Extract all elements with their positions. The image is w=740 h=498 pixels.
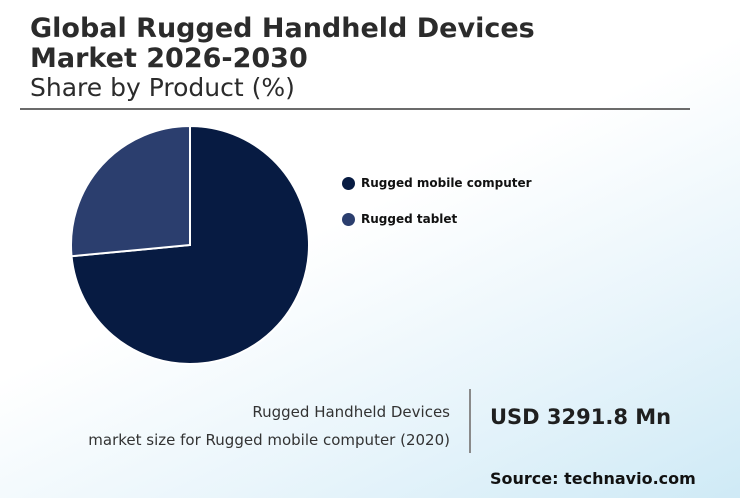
legend-swatch: [342, 176, 355, 190]
legend-swatch: [342, 212, 355, 226]
title-divider: [20, 108, 690, 110]
legend-label: Rugged mobile computer: [361, 176, 532, 190]
caption-line-1: Rugged Handheld Devices: [252, 403, 450, 421]
legend: Rugged mobile computer Rugged tablet: [342, 175, 532, 247]
legend-item-rugged-tablet: Rugged tablet: [342, 211, 532, 227]
chart-subtitle: Share by Product (%): [30, 73, 295, 102]
market-size-value: USD 3291.8 Mn: [490, 405, 672, 429]
source-credit: Source: technavio.com: [490, 469, 696, 488]
chart-title: Global Rugged Handheld Devices Market 20…: [30, 14, 535, 74]
caption-line-2: market size for Rugged mobile computer (…: [88, 431, 450, 449]
market-size-caption: Rugged Handheld Devices market size for …: [88, 398, 450, 454]
pie-slice-rugged-tablet: [70, 124, 191, 258]
legend-item-rugged-mobile-computer: Rugged mobile computer: [342, 175, 532, 191]
legend-label: Rugged tablet: [361, 212, 458, 226]
title-line-2: Market 2026-2030: [30, 43, 308, 74]
caption-divider: [469, 389, 471, 453]
title-line-1: Global Rugged Handheld Devices: [30, 13, 535, 44]
